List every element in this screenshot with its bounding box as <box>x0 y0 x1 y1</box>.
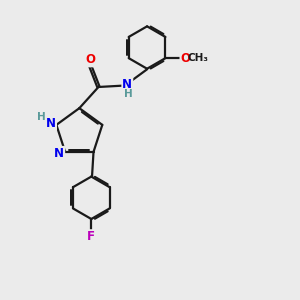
Text: H: H <box>37 112 46 122</box>
Text: H: H <box>124 89 133 99</box>
Text: N: N <box>54 147 64 160</box>
Text: N: N <box>122 77 132 91</box>
Text: O: O <box>180 52 190 64</box>
Text: F: F <box>87 230 95 243</box>
Text: O: O <box>86 53 96 66</box>
Text: CH₃: CH₃ <box>188 53 209 63</box>
Text: N: N <box>46 117 56 130</box>
